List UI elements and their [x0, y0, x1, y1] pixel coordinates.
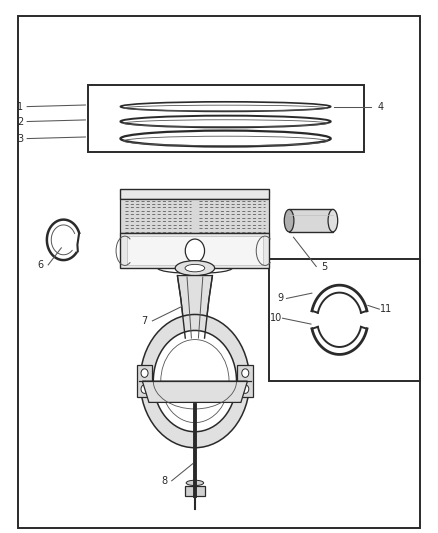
- Polygon shape: [142, 381, 247, 402]
- Polygon shape: [289, 209, 333, 232]
- Text: 7: 7: [141, 316, 148, 326]
- Text: 5: 5: [321, 262, 327, 271]
- Circle shape: [153, 330, 237, 432]
- Text: 3: 3: [17, 134, 23, 143]
- Text: 9: 9: [277, 294, 283, 303]
- Text: 10: 10: [270, 313, 282, 323]
- Circle shape: [242, 369, 249, 377]
- Polygon shape: [120, 233, 269, 268]
- Circle shape: [242, 385, 249, 393]
- Ellipse shape: [185, 264, 205, 272]
- Text: 8: 8: [161, 476, 167, 486]
- Ellipse shape: [328, 209, 338, 232]
- Ellipse shape: [284, 209, 294, 232]
- Ellipse shape: [186, 480, 204, 486]
- Text: 2: 2: [17, 117, 23, 126]
- Ellipse shape: [175, 261, 215, 276]
- Text: 4: 4: [378, 102, 384, 111]
- Polygon shape: [177, 276, 212, 338]
- Circle shape: [141, 385, 148, 393]
- Polygon shape: [127, 236, 263, 265]
- Circle shape: [185, 239, 205, 262]
- Text: 11: 11: [380, 304, 392, 314]
- Polygon shape: [137, 365, 152, 397]
- Circle shape: [141, 369, 148, 377]
- Circle shape: [140, 314, 250, 448]
- Text: 1: 1: [17, 102, 23, 111]
- Polygon shape: [185, 486, 205, 496]
- Polygon shape: [120, 189, 269, 199]
- Text: 6: 6: [37, 260, 43, 270]
- Polygon shape: [237, 365, 253, 397]
- Polygon shape: [120, 199, 269, 233]
